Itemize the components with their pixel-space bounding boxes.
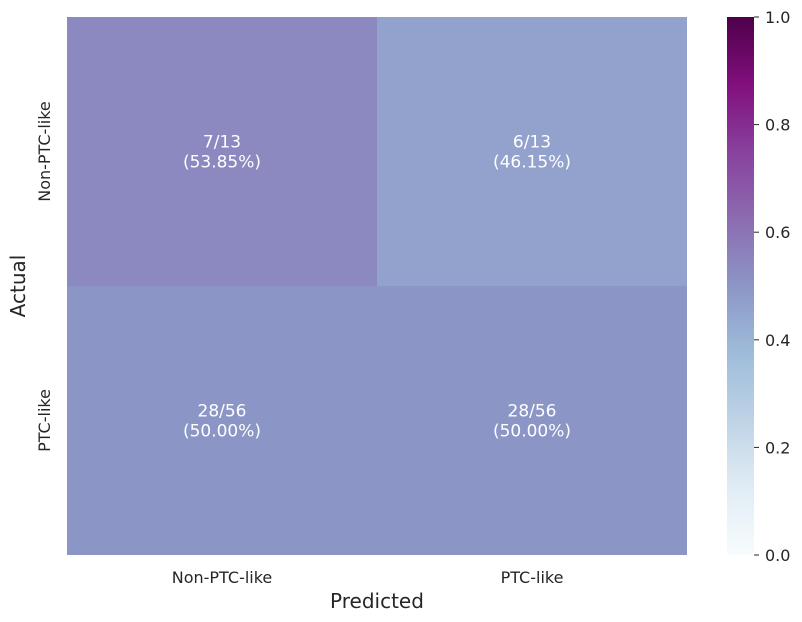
x-axis-label: Predicted bbox=[330, 589, 424, 613]
heatmap-cells bbox=[67, 17, 687, 555]
colorbar-tick-label: 0.4 bbox=[765, 331, 790, 350]
x-tick-label: Non-PTC-like bbox=[172, 568, 273, 587]
y-tick-label: PTC-like bbox=[35, 389, 54, 452]
colorbar-tick-label: 0.8 bbox=[765, 116, 790, 135]
y-tick-labels: Non-PTC-like PTC-like bbox=[35, 101, 54, 452]
colorbar-ticks: 0.0 0.2 0.4 0.6 0.8 1.0 bbox=[754, 8, 790, 565]
colorbar-tick-label: 0.6 bbox=[765, 223, 790, 242]
x-tick-labels: Non-PTC-like PTC-like bbox=[172, 568, 564, 587]
x-tick-label: PTC-like bbox=[501, 568, 564, 587]
colorbar bbox=[727, 17, 754, 555]
y-tick-label: Non-PTC-like bbox=[35, 101, 54, 202]
colorbar-tick-label: 1.0 bbox=[765, 8, 790, 27]
colorbar-tick-label: 0.2 bbox=[765, 438, 790, 457]
y-axis-label: Actual bbox=[6, 255, 30, 318]
colorbar-tick-label: 0.0 bbox=[765, 546, 790, 565]
